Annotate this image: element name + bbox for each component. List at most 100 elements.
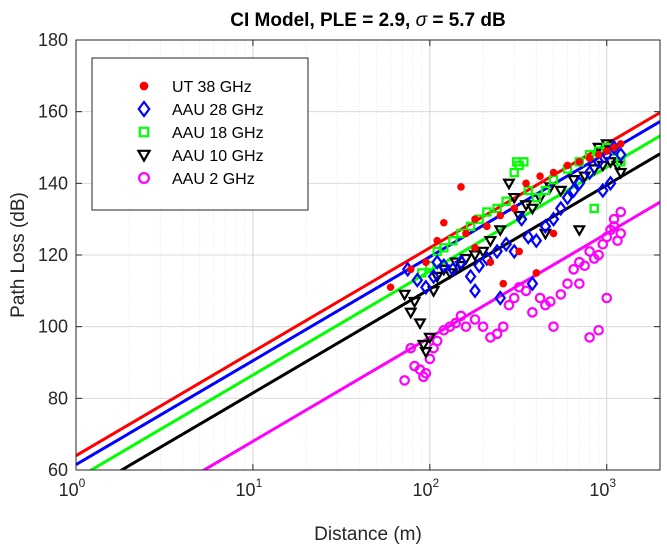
data-point: [554, 200, 567, 217]
x-tick-label: 100: [59, 476, 86, 500]
data-point: [404, 307, 418, 320]
data-point: [437, 257, 450, 274]
data-point: [468, 250, 482, 263]
data-point: [460, 321, 472, 332]
data-point: [519, 157, 529, 167]
data-point: [534, 292, 546, 304]
data-point: [520, 285, 532, 297]
data-point: [455, 310, 467, 322]
data-point: [399, 375, 410, 386]
data-point: [397, 289, 412, 302]
y-tick-label: 120: [38, 245, 68, 265]
data-point: [592, 153, 605, 170]
data-point: [575, 158, 584, 166]
data-point: [616, 140, 625, 148]
data-point: [406, 265, 415, 274]
data-point: [572, 225, 587, 237]
y-tick-label: 140: [38, 173, 68, 193]
data-point: [545, 296, 556, 307]
data-point: [493, 225, 507, 237]
data-point: [548, 321, 559, 332]
data-point: [431, 335, 443, 347]
data-point: [530, 232, 543, 249]
x-tick-label: 103: [589, 476, 616, 500]
data-point: [555, 289, 567, 300]
data-point: [573, 175, 586, 192]
data-point: [594, 150, 603, 159]
data-point: [427, 268, 440, 285]
data-point: [433, 236, 441, 245]
data-point: [515, 211, 528, 228]
data-point: [616, 157, 626, 167]
data-point: [440, 218, 448, 227]
data-point: [554, 185, 568, 198]
data-point: [497, 321, 509, 332]
data-point: [482, 207, 492, 217]
x-axis-ticks: 100 101 102 103: [59, 40, 616, 500]
data-point: [407, 296, 422, 309]
data-point: [614, 167, 628, 180]
data-point: [549, 229, 558, 238]
data-point: [540, 185, 551, 196]
data-point: [419, 347, 433, 359]
data-point: [593, 324, 604, 336]
data-point: [447, 261, 459, 278]
data-point: [424, 353, 436, 365]
legend-marker: [137, 100, 151, 118]
data-point: [532, 269, 541, 277]
data-point: [593, 249, 604, 261]
data-point: [568, 264, 579, 275]
y-tick-label: 60: [48, 460, 68, 480]
data-point: [464, 268, 477, 285]
data-point: [584, 332, 595, 343]
series-3: [417, 142, 626, 278]
data-point: [527, 307, 538, 318]
data-point: [547, 211, 560, 228]
data-point: [574, 278, 585, 289]
data-point: [561, 189, 574, 206]
data-point: [500, 236, 513, 253]
data-point: [562, 278, 573, 289]
data-point: [608, 213, 620, 225]
data-point: [548, 175, 559, 185]
y-tick-label: 80: [48, 388, 68, 408]
data-point: [509, 167, 519, 178]
series-5: [399, 206, 627, 386]
data-point: [510, 204, 519, 213]
data-point: [469, 283, 481, 299]
x-axis-label: Distance (m): [314, 524, 422, 545]
data-point: [483, 235, 498, 248]
data-point: [426, 286, 441, 298]
data-point: [417, 268, 427, 278]
data-point: [422, 258, 430, 266]
data-point: [420, 279, 432, 296]
legend-entry-label: AAU 10 GHz: [172, 148, 264, 165]
data-point: [420, 367, 432, 379]
data-point: [457, 183, 465, 191]
data-point: [471, 215, 479, 223]
data-point: [503, 299, 515, 311]
legend-marker: [136, 149, 152, 163]
y-tick-label: 100: [38, 317, 68, 337]
data-point: [405, 342, 417, 354]
data-point: [507, 192, 521, 205]
data-point: [430, 271, 444, 284]
data-point: [496, 211, 505, 220]
data-point: [492, 203, 502, 214]
data-point: [411, 272, 424, 288]
data-point: [386, 283, 395, 292]
data-point: [563, 161, 572, 170]
chart-title: CI Model, PLE = 2.9, σ = 5.7 dB: [230, 10, 505, 31]
data-point: [413, 318, 427, 331]
y-axis-ticks: 60 80 100 120 140 160 180: [38, 30, 660, 480]
data-point: [596, 182, 609, 199]
data-point: [531, 192, 542, 203]
data-point: [502, 178, 516, 191]
x-tick-label: 102: [412, 476, 439, 500]
data-point: [615, 228, 627, 239]
data-point: [448, 235, 458, 246]
legend: UT 38 GHz AAU 28 GHz AAU 18 GHz AAU 10 GHz A…: [91, 57, 309, 211]
data-point: [522, 179, 530, 188]
data-point: [450, 317, 461, 329]
data-point: [579, 260, 590, 272]
